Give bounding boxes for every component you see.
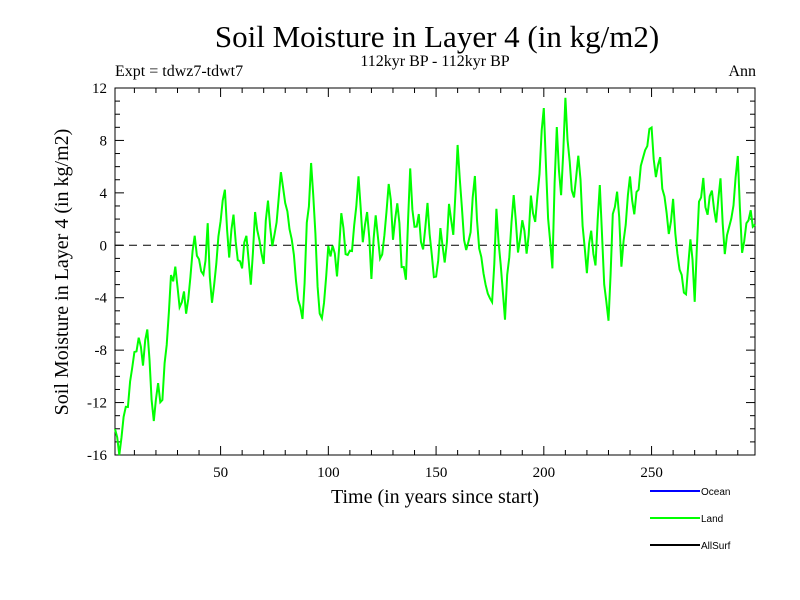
y-tick-label: -4 [95,291,108,307]
axis-tick-labels: 50 100 150 200 250 -16 -12 -8 -4 0 4 8 12 [87,81,663,481]
legend-label-allsurf: AllSurf [701,541,731,552]
y-tick-label: 12 [92,81,107,97]
chart-subtitle: 112kyr BP - 112kyr BP [360,53,509,70]
y-tick-label: -16 [87,448,107,464]
plot-frame [114,87,756,456]
x-tick-label: 200 [533,465,556,481]
x-tick-label: 50 [213,465,228,481]
experiment-label: Expt = tdwz7-tdwt7 [115,63,243,80]
x-tick-label: 150 [425,465,448,481]
y-tick-label: 0 [100,238,108,254]
period-label: Ann [728,63,756,80]
axis-ticks [115,87,755,456]
y-tick-label: -8 [95,343,108,359]
y-tick-label: -12 [87,396,107,412]
legend: Ocean Land AllSurf [650,487,731,552]
x-tick-label: 250 [640,465,663,481]
y-tick-label: 8 [100,133,108,149]
x-axis-label: Time (in years since start) [331,486,539,508]
y-axis-label: Soil Moisture in Layer 4 (in kg/m2) [51,129,73,416]
legend-label-ocean: Ocean [701,487,730,498]
legend-label-land: Land [701,514,723,525]
y-tick-label: 4 [100,186,108,202]
series-line-land [114,97,756,456]
chart-title: Soil Moisture in Layer 4 (in kg/m2) [215,19,659,54]
x-tick-label: 100 [317,465,340,481]
